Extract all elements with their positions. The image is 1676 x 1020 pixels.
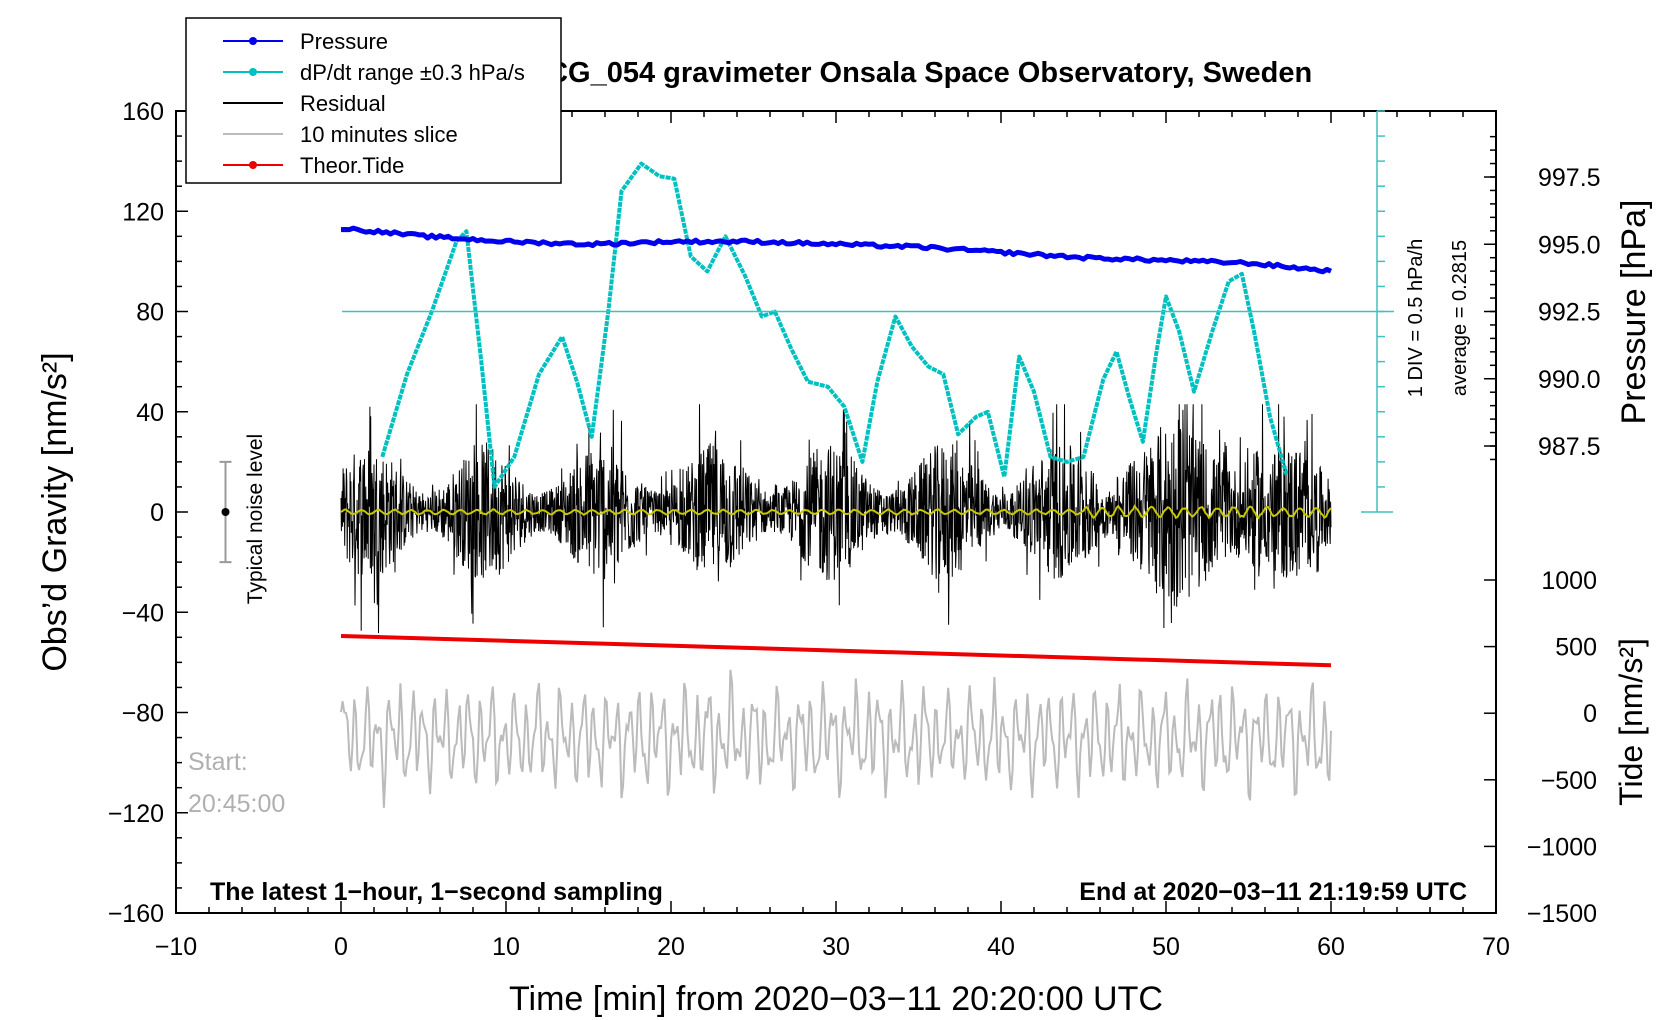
x-tick-label: 0 xyxy=(334,933,348,961)
residual-line xyxy=(340,404,1332,634)
dpdt-scale-bar xyxy=(342,110,1394,513)
pressure-tick-label: 997.5 xyxy=(1538,164,1601,192)
y-tick-label: −80 xyxy=(122,700,164,728)
noise-level-marker xyxy=(219,460,232,564)
y-tick-label: 120 xyxy=(122,198,164,226)
legend-marker xyxy=(249,68,257,76)
legend-marker xyxy=(249,161,257,169)
y-tick-label: 40 xyxy=(136,399,164,427)
x-tick-label: 10 xyxy=(492,933,520,961)
x-tick-label: 20 xyxy=(657,933,685,961)
chart-title: SCG_054 gravimeter Onsala Space Observat… xyxy=(528,57,1312,89)
legend-box xyxy=(185,17,562,184)
pressure-tick-label: 992.5 xyxy=(1538,299,1601,327)
legend-label: 10 minutes slice xyxy=(300,122,458,147)
noise-center-dot xyxy=(221,508,230,516)
dpdt-series-group xyxy=(380,161,1289,489)
residual-series-group xyxy=(340,404,1332,634)
legend-label: Pressure xyxy=(300,29,388,54)
bottom-left-note: The latest 1−hour, 1−second sampling xyxy=(210,878,663,906)
y-tick-label: 0 xyxy=(150,499,164,527)
slice-series-group xyxy=(340,669,1332,808)
legend-label: dP/dt range ±0.3 hPa/s xyxy=(300,60,525,85)
y-tick-label: −120 xyxy=(108,800,164,828)
bottom-right-note: End at 2020−03−11 21:19:59 UTC xyxy=(1079,878,1467,906)
pressure-line xyxy=(340,225,1333,275)
x-axis-label: Time [min] from 2020−03−11 20:20:00 UTC xyxy=(509,980,1163,1018)
y-tick-label: −40 xyxy=(122,599,164,627)
start-time: 20:45:00 xyxy=(188,790,285,818)
x-tick-label: 70 xyxy=(1482,933,1510,961)
residual-smoothed-line xyxy=(340,504,1332,520)
slice-line xyxy=(340,669,1332,808)
x-tick-label: −10 xyxy=(155,933,197,961)
x-tick-label: 40 xyxy=(987,933,1015,961)
tide-tick-label: −500 xyxy=(1541,767,1597,795)
pressure-tick-label: 995.0 xyxy=(1538,231,1601,259)
y-tick-label: 80 xyxy=(136,299,164,327)
tide-tick-label: −1000 xyxy=(1527,833,1597,861)
pressure-tick-label: 990.0 xyxy=(1538,366,1601,394)
tide-series-group xyxy=(340,633,1332,668)
tide-tick-label: 1000 xyxy=(1541,567,1597,595)
pressure-tick-label: 987.5 xyxy=(1538,433,1601,461)
y-axis-label-left: Obs’d Gravity [nm/s²] xyxy=(36,352,74,671)
legend-entries: Pressure dP/dt range ±0.3 hPa/s Residual 10… xyxy=(223,29,525,178)
pressure-series-group xyxy=(340,225,1333,275)
x-tick-label: 60 xyxy=(1317,933,1345,961)
y-tick-label: 160 xyxy=(122,98,164,126)
tide-tick-label: 500 xyxy=(1555,634,1597,662)
y-axis-label-pressure: Pressure [hPa] xyxy=(1615,200,1653,425)
legend: Pressure dP/dt range ±0.3 hPa/s Residual 10… xyxy=(185,17,562,184)
legend-label: Residual xyxy=(300,91,386,116)
noise-level-label: Typical noise level xyxy=(244,434,267,604)
average-label: average = 0.2815 xyxy=(1449,240,1471,396)
tide-tick-label: 0 xyxy=(1583,700,1597,728)
legend-marker xyxy=(249,37,257,45)
div-label: 1 DIV = 0.5 hPa/h xyxy=(1405,239,1427,397)
legend-label: Theor.Tide xyxy=(300,153,404,178)
start-label: Start: xyxy=(188,748,248,776)
y-axis-label-left-main: Obs’d Gravity [nm/s²] xyxy=(36,352,74,671)
theor-tide-line xyxy=(340,633,1332,668)
dpdt-line xyxy=(380,161,1289,489)
x-tick-label: 50 xyxy=(1152,933,1180,961)
y-axis-label-tide: Tide [nm/s²] xyxy=(1613,638,1649,806)
x-tick-label: 30 xyxy=(822,933,850,961)
y-tick-label: −160 xyxy=(108,900,164,928)
tide-tick-label: −1500 xyxy=(1527,900,1597,928)
axis-ticks-group: −10 0 10 20 30 40 50 60 70 −160 −120 −80 −40 0 40 80 120… xyxy=(108,98,1601,961)
